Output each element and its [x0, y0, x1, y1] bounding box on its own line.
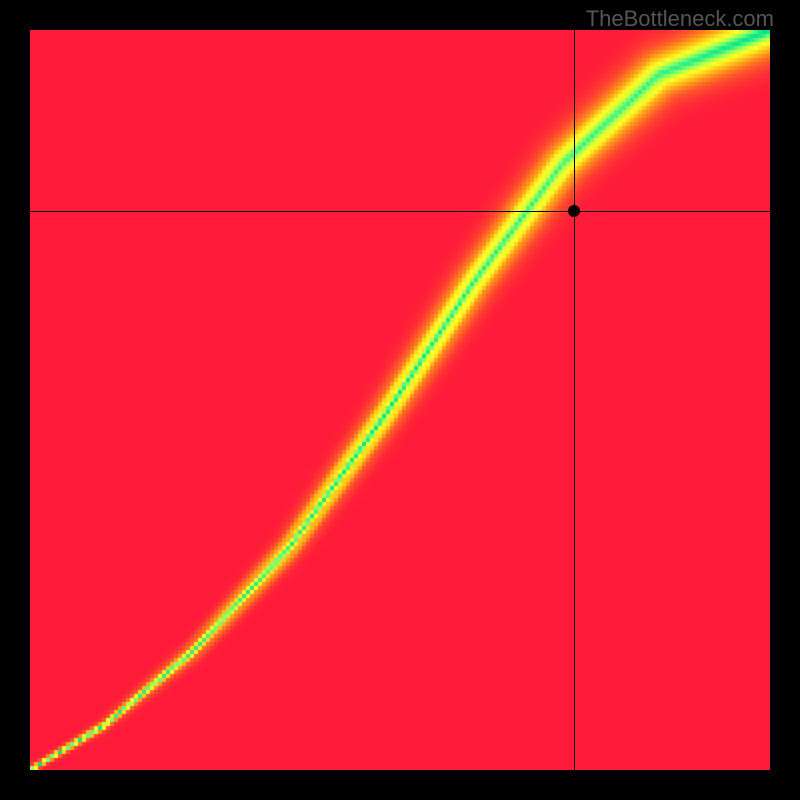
watermark-text: TheBottleneck.com — [586, 6, 774, 32]
crosshair-vertical — [574, 30, 575, 770]
heatmap-canvas — [30, 30, 770, 770]
selection-marker — [568, 205, 580, 217]
crosshair-horizontal — [30, 211, 770, 212]
bottleneck-heatmap-chart — [30, 30, 770, 770]
